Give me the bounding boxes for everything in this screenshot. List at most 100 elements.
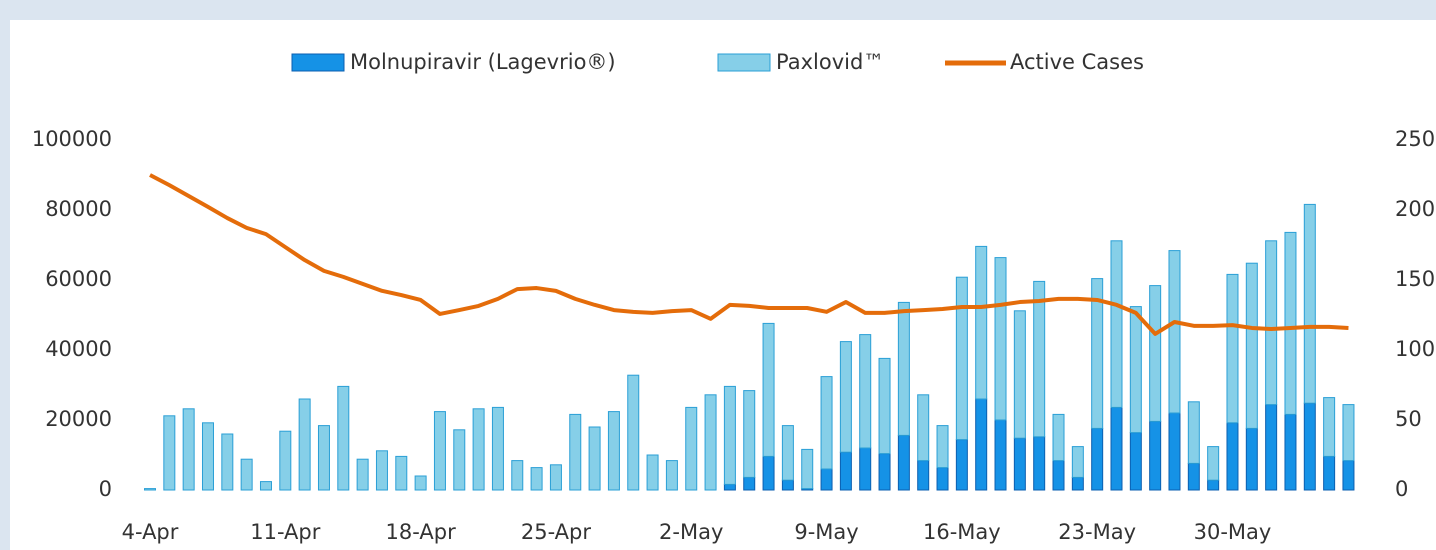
legend-label: Molnupiravir (Lagevrio®): [350, 50, 616, 74]
bar: [627, 374, 640, 491]
y2-tick-label: 0: [1395, 477, 1408, 501]
bar: [375, 450, 388, 491]
bar: [1149, 420, 1162, 491]
x-tick-label: 11-Apr: [250, 520, 321, 544]
bar: [878, 357, 891, 455]
bar: [1033, 436, 1046, 491]
bar: [1226, 273, 1239, 424]
bar: [781, 425, 794, 481]
bar: [182, 408, 195, 491]
bar: [1149, 285, 1162, 422]
bar: [859, 447, 872, 491]
bar: [588, 426, 601, 491]
bar: [685, 406, 698, 491]
bar: [1187, 462, 1200, 491]
bar: [1265, 240, 1278, 406]
bar: [1013, 310, 1026, 439]
bar: [1110, 240, 1123, 408]
y-tick-label: 40000: [45, 337, 112, 361]
bar: [1265, 404, 1278, 491]
bar: [917, 394, 930, 462]
bar: [994, 419, 1007, 491]
bar: [723, 385, 736, 485]
bar: [1187, 401, 1200, 464]
bar: [820, 468, 833, 491]
bar: [1091, 278, 1104, 429]
bar: [1033, 280, 1046, 438]
legend-label: Active Cases: [1010, 50, 1144, 74]
bar: [1207, 479, 1220, 491]
bar: [163, 415, 176, 491]
bar: [743, 476, 756, 491]
bar: [1342, 404, 1355, 462]
legend-swatch: [291, 53, 345, 72]
bar: [337, 385, 350, 491]
bar: [433, 411, 446, 491]
x-tick-label: 25-Apr: [521, 520, 592, 544]
bar: [511, 460, 524, 491]
bar: [704, 394, 717, 491]
bar: [936, 467, 949, 491]
bar: [743, 390, 756, 478]
bar: [259, 481, 272, 491]
x-tick-label: 9-May: [794, 520, 858, 544]
bar: [549, 464, 562, 491]
bar: [317, 425, 330, 491]
y2-tick-label: 150: [1395, 267, 1435, 291]
bar: [955, 276, 968, 441]
bar: [1052, 460, 1065, 491]
bar: [801, 448, 814, 490]
bar: [1342, 460, 1355, 491]
bar: [975, 398, 988, 491]
bar: [279, 430, 292, 491]
bar: [1207, 446, 1220, 481]
x-tick-label: 4-Apr: [122, 520, 179, 544]
bar: [453, 429, 466, 491]
x-tick-label: 16-May: [923, 520, 1001, 544]
legend-label: Paxlovid™: [776, 50, 884, 74]
bar: [221, 433, 234, 491]
bar: [897, 434, 910, 491]
y2-tick-label: 50: [1395, 407, 1422, 431]
y2-tick-label: 250: [1395, 127, 1435, 151]
bar: [839, 451, 852, 491]
bar: [1168, 250, 1181, 414]
bar: [1091, 427, 1104, 491]
bar: [936, 425, 949, 469]
bar: [955, 439, 968, 491]
bar: [472, 408, 485, 491]
bar: [1323, 455, 1336, 491]
bar: [491, 406, 504, 491]
y2-tick-label: 200: [1395, 197, 1435, 221]
bar: [1129, 432, 1142, 491]
x-tick-label: 18-Apr: [386, 520, 457, 544]
bar: [1303, 203, 1316, 404]
bar: [878, 453, 891, 491]
bar: [144, 488, 156, 491]
bar: [414, 475, 427, 491]
bar: [1226, 422, 1239, 491]
line: [149, 173, 1349, 336]
bar: [201, 422, 214, 491]
y-tick-label: 100000: [32, 127, 112, 151]
bar: [723, 483, 736, 491]
bar: [1245, 427, 1258, 491]
bar: [1168, 412, 1181, 491]
x-tick-label: 30-May: [1194, 520, 1272, 544]
bar: [1284, 231, 1297, 415]
bar: [1303, 402, 1316, 491]
bar: [1071, 476, 1084, 491]
bar: [994, 257, 1007, 421]
bar: [1110, 406, 1123, 491]
x-tick-label: 2-May: [659, 520, 723, 544]
bar: [607, 411, 620, 491]
bar: [859, 334, 872, 449]
y-tick-label: 60000: [45, 267, 112, 291]
bar: [762, 455, 775, 491]
bar: [1052, 413, 1065, 462]
bar: [530, 467, 543, 491]
bar: [839, 341, 852, 453]
bar: [569, 413, 582, 491]
